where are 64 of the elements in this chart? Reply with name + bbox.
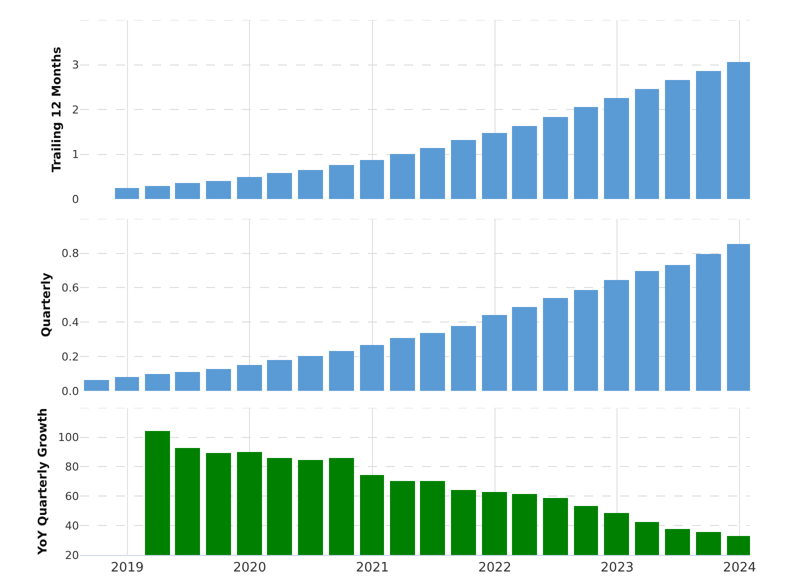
bar	[360, 160, 384, 199]
bar	[298, 356, 323, 391]
bar	[696, 254, 721, 391]
bar	[482, 133, 507, 199]
x-tick-label: 2021	[356, 560, 389, 576]
y-tick-label: 2	[72, 103, 79, 116]
bar	[512, 126, 537, 199]
y-tick-label: 20	[65, 548, 79, 562]
bar	[175, 183, 200, 199]
y-tick-label: 80	[65, 460, 79, 474]
bar	[84, 380, 109, 391]
y-tick-label: 0.2	[62, 350, 79, 364]
bar	[298, 170, 323, 199]
bar	[237, 177, 262, 199]
bar	[543, 117, 568, 199]
y-tick-label: 60	[65, 490, 79, 503]
bar	[420, 148, 445, 199]
bar	[360, 344, 384, 391]
bar	[574, 290, 598, 391]
bar	[696, 71, 721, 199]
bar	[115, 188, 139, 199]
bar	[604, 98, 629, 199]
bar	[329, 165, 354, 199]
y-tick-label: 40	[65, 519, 79, 532]
y-axis-title: Trailing 12 Months	[49, 46, 64, 172]
bar	[574, 107, 598, 199]
x-tick-label: 2019	[110, 560, 144, 576]
bar	[267, 173, 292, 199]
bar	[512, 306, 537, 391]
y-tick-label: 0.0	[62, 384, 79, 398]
bar	[604, 280, 629, 391]
bar	[115, 376, 139, 391]
x-tick-label: 2020	[233, 560, 266, 576]
bar	[390, 338, 415, 391]
bar	[482, 314, 507, 391]
y-tick-label: 0.6	[62, 282, 79, 295]
bar	[145, 186, 170, 199]
y-tick-label: 100	[58, 431, 79, 444]
bar	[665, 80, 690, 199]
x-tick-label: 2024	[723, 560, 756, 576]
y-axis-title: Quarterly	[38, 272, 53, 338]
bar	[390, 154, 415, 199]
bar	[145, 374, 170, 391]
y-tick-label: 0	[72, 192, 79, 206]
bar	[451, 140, 476, 199]
bar	[665, 264, 690, 391]
bar	[635, 89, 659, 199]
bar	[543, 298, 568, 391]
bar	[329, 350, 354, 391]
x-tick-label: 2022	[478, 560, 512, 576]
bar	[420, 332, 445, 391]
y-tick-label: 0.4	[62, 316, 79, 329]
y-axis-title: YoY Quarterly Growth	[35, 408, 50, 556]
bar	[635, 270, 659, 391]
y-tick-label: 0.8	[62, 247, 79, 260]
y-tick-label: 1	[72, 148, 79, 162]
bar	[206, 181, 231, 199]
bar	[206, 368, 231, 391]
bar	[237, 364, 262, 391]
bar	[451, 326, 476, 391]
bar	[267, 360, 292, 391]
x-tick-label: 2023	[600, 560, 634, 576]
y-tick-label: 3	[72, 58, 79, 72]
bar	[175, 372, 200, 391]
